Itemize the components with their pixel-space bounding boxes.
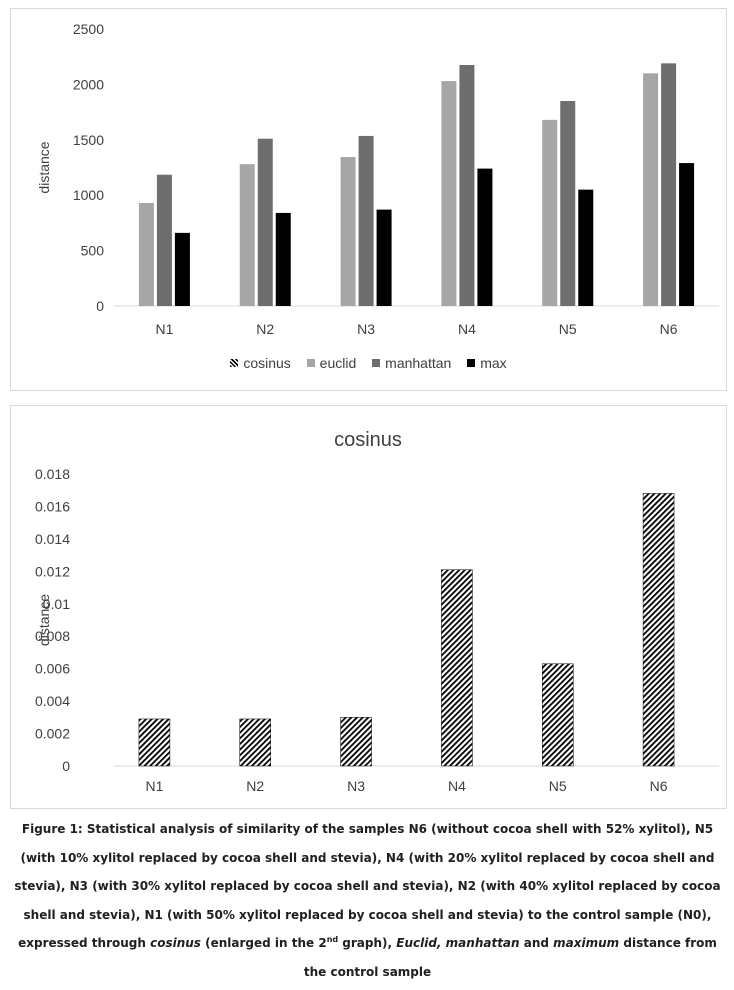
bar-manhattan	[459, 65, 475, 306]
x-tick-label: N2	[246, 778, 264, 794]
bar-max	[477, 168, 493, 306]
y-tick-label: 0.018	[35, 466, 70, 482]
x-tick-label: N2	[256, 321, 274, 337]
bar-max	[275, 212, 291, 306]
x-tick-label: N6	[650, 778, 668, 794]
x-tick-label: N3	[347, 778, 365, 794]
y-axis-label: distance	[36, 141, 52, 193]
legend-swatch-euclid	[306, 359, 315, 368]
y-tick-label: 0.01	[43, 596, 70, 612]
y-tick-label: 0.016	[35, 498, 70, 514]
bar-euclid	[643, 73, 659, 306]
x-tick-label: N1	[145, 778, 163, 794]
legend-label-cosinus: cosinus	[243, 355, 291, 371]
y-axis-label: distance	[36, 594, 52, 646]
y-tick-label: 0.014	[35, 531, 70, 547]
bar-euclid	[239, 164, 255, 306]
distance-bar-chart: 0 500 1000 1500 2000 2500 distance N1 N2 N3 N4 N5 N6	[36, 21, 719, 337]
x-tick-label: N3	[357, 321, 375, 337]
chart-panel-distances: 0 500 1000 1500 2000 2500 distance N1 N2 N3 N4 N5 N6…	[10, 8, 727, 391]
legend-label-max: max	[480, 355, 507, 371]
y-tick-label: 0.008	[35, 628, 70, 644]
legend-label-euclid: euclid	[319, 355, 357, 371]
legend-item-euclid: euclid	[306, 355, 357, 371]
figure-caption: Figure 1: Statistical analysis of simila…	[10, 815, 725, 986]
y-tick-label: 500	[81, 243, 105, 259]
caption-mid1: (enlarged in the 2	[200, 936, 327, 950]
y-tick-label: 0.012	[35, 563, 70, 579]
y-tick-label: 1500	[73, 132, 104, 148]
y-tick-label: 2000	[73, 76, 104, 92]
legend-label-manhattan: manhattan	[385, 355, 452, 371]
caption-cosinus: cosinus	[150, 936, 201, 950]
y-tick-label: 0.002	[35, 726, 70, 742]
legend-swatch-manhattan	[372, 359, 381, 368]
x-tick-label: N1	[155, 321, 173, 337]
bar-cosinus	[340, 717, 372, 767]
bar-max	[679, 163, 695, 306]
bar-manhattan	[358, 135, 374, 306]
bar-max	[578, 189, 594, 306]
bar-cosinus	[239, 718, 271, 767]
legend-item-manhattan: manhattan	[372, 355, 451, 371]
y-tick-label: 0	[96, 298, 104, 314]
y-tick-label: 2500	[73, 21, 104, 37]
bar-manhattan	[560, 101, 576, 307]
legend-swatch-max	[467, 359, 476, 368]
caption-suffix: distance from the control sample	[303, 936, 717, 979]
bar-cosinus	[138, 718, 171, 767]
bar-cosinus	[441, 569, 473, 767]
caption-and: and	[519, 936, 554, 950]
caption-sup: nd	[326, 935, 339, 944]
x-tick-label: N5	[549, 778, 567, 794]
caption-maximum: maximum	[553, 936, 620, 950]
bar-manhattan	[661, 63, 677, 307]
bar-euclid	[138, 202, 154, 306]
chart-panel-cosinus: cosinus 0 0.002 0.004 0.006 0.008 0.01 0.012 0.0…	[10, 405, 727, 809]
y-tick-label: 1000	[73, 187, 104, 203]
legend-item-max: max	[467, 355, 507, 371]
bar-cosinus	[542, 663, 574, 767]
bar-manhattan	[257, 138, 273, 306]
caption-prefix: Figure 1: Statistical analysis of simila…	[14, 822, 721, 950]
bar-euclid	[340, 156, 356, 306]
caption-mid2: graph),	[338, 936, 397, 950]
legend-swatch-cosinus	[230, 359, 239, 368]
bar-cosinus	[642, 493, 675, 767]
bar-max	[174, 232, 190, 306]
bar-euclid	[441, 81, 457, 307]
y-tick-label: 0	[62, 758, 70, 774]
chart-title: cosinus	[334, 429, 402, 451]
bar-max	[376, 209, 392, 306]
x-tick-label: N4	[448, 778, 466, 794]
x-tick-label: N5	[559, 321, 577, 337]
legend: cosinus euclid manhattan max	[11, 355, 726, 371]
bar-manhattan	[156, 174, 172, 306]
cosinus-bar-chart: cosinus 0 0.002 0.004 0.006 0.008 0.01 0.012 0.0…	[35, 429, 719, 794]
bar-euclid	[542, 119, 558, 306]
caption-euclid-manhattan: Euclid, manhattan	[396, 936, 520, 950]
y-tick-label: 0.004	[35, 693, 70, 709]
x-tick-label: N4	[458, 321, 476, 337]
y-tick-label: 0.006	[35, 661, 70, 677]
legend-item-cosinus: cosinus	[230, 355, 291, 371]
x-tick-label: N6	[660, 321, 678, 337]
